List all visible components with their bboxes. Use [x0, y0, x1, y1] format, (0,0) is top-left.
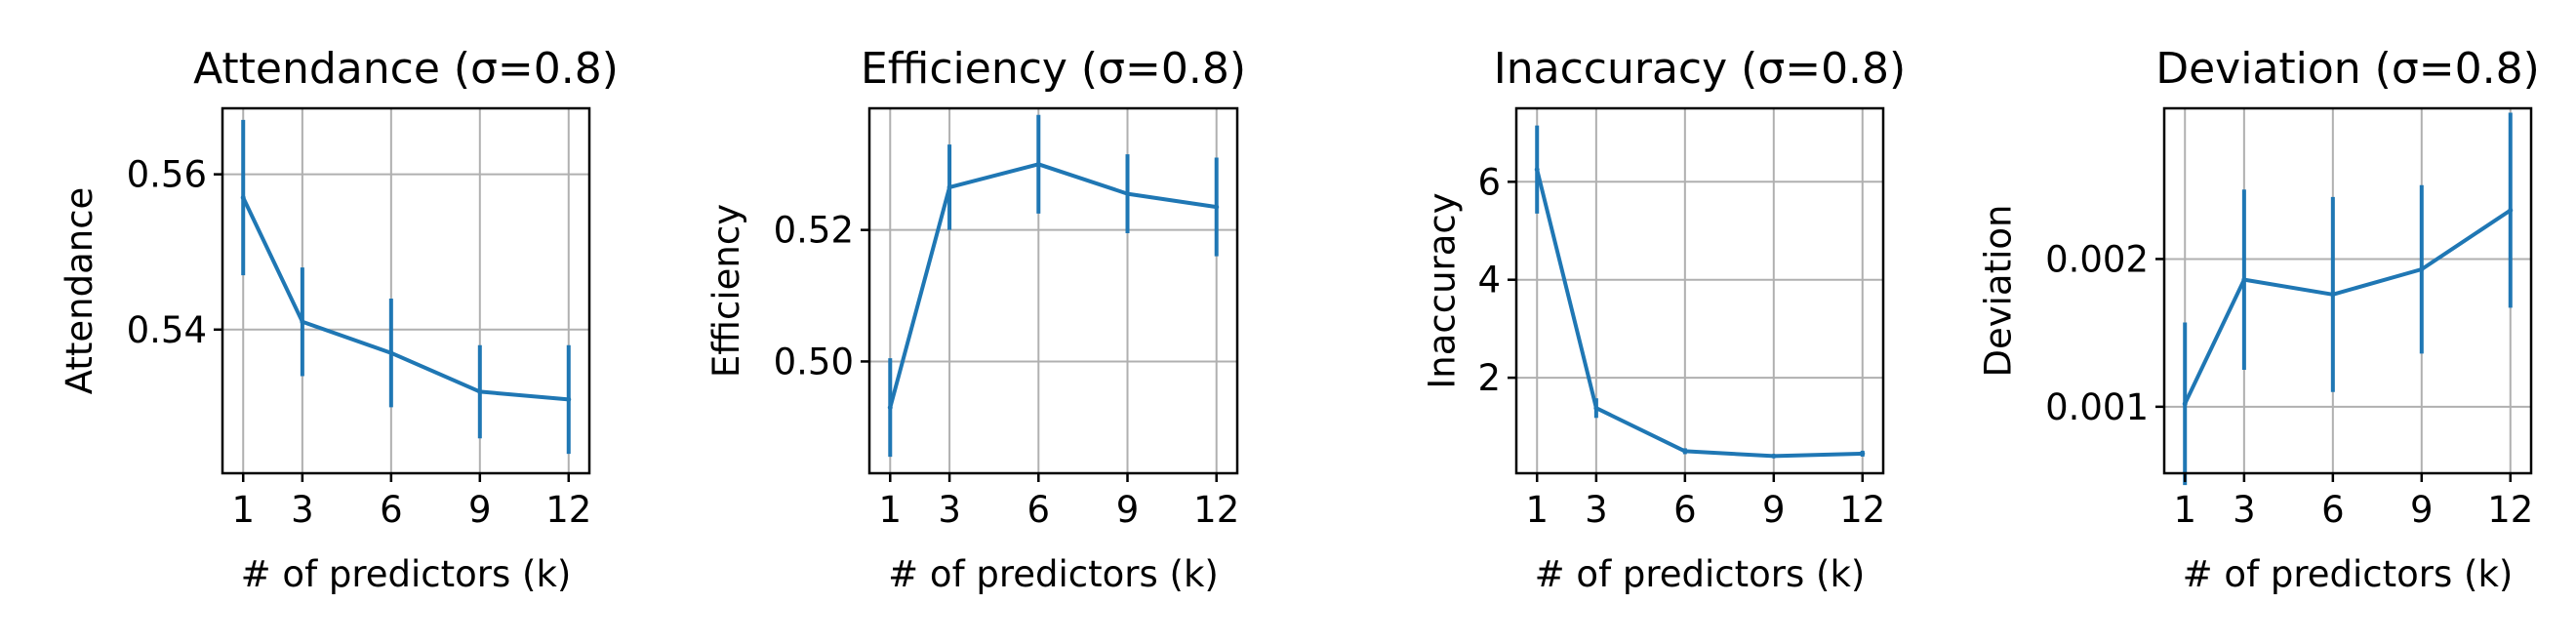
y-tick-label: 4 [1477, 260, 1501, 302]
x-tick-label: 6 [380, 489, 403, 531]
data-point [240, 195, 246, 201]
x-tick-label: 6 [2321, 489, 2345, 531]
y-tick-label: 0.54 [127, 309, 207, 351]
data-point [388, 350, 394, 356]
y-axis-label: Efficiency [705, 204, 747, 378]
series-line [1535, 169, 1863, 459]
y-tick-label: 0.52 [774, 210, 854, 252]
x-tick-label: 6 [1027, 489, 1051, 531]
x-tick-label: 3 [291, 489, 314, 531]
data-point [1534, 167, 1540, 173]
data-point [2241, 277, 2247, 283]
y-tick-label: 0.001 [2045, 386, 2149, 428]
y-tick-label: 2 [1477, 357, 1501, 399]
x-tick-label: 12 [1839, 489, 1885, 531]
data-point [1771, 453, 1777, 459]
y-tick-label: 6 [1477, 161, 1501, 203]
x-tick-label: 1 [2173, 489, 2196, 531]
data-point [566, 396, 572, 402]
axes-frame [867, 106, 1239, 475]
series-line [888, 162, 1217, 409]
x-tick-label: 9 [2410, 489, 2434, 531]
y-axis-label: Attendance [59, 187, 101, 395]
x-tick-label: 12 [1193, 489, 1239, 531]
chart-title: Deviation (σ=0.8) [2155, 44, 2540, 94]
chart-title: Attendance (σ=0.8) [193, 44, 619, 94]
axes-frame [221, 106, 591, 475]
x-tick-label: 9 [468, 489, 492, 531]
x-tick-label: 3 [1585, 489, 1608, 531]
x-axis-label: # of predictors (k) [1535, 553, 1866, 595]
data-point [2182, 401, 2188, 407]
y-tick-label: 0.50 [774, 341, 854, 382]
y-tick-label: 0.56 [127, 154, 207, 196]
chart-panel-1: 1 3 6 9 12 0.54 0.56 Attendance (σ=0.8) # of pre… [59, 44, 619, 595]
data-point [2419, 266, 2425, 272]
data-point [1035, 161, 1041, 167]
x-tick-label: 3 [2233, 489, 2256, 531]
data-point [1593, 405, 1599, 411]
x-tick-label: 1 [231, 489, 255, 531]
x-tick-label: 6 [1673, 489, 1697, 531]
data-point [1214, 204, 1220, 210]
x-tick-label: 9 [1762, 489, 1786, 531]
data-point [887, 405, 893, 411]
chart-title: Inaccuracy (σ=0.8) [1494, 44, 1906, 94]
data-point [2330, 292, 2336, 298]
data-point [1682, 448, 1688, 454]
x-tick-label: 9 [1116, 489, 1140, 531]
y-axis-label: Inaccuracy [1422, 192, 1464, 388]
x-tick-label: 12 [545, 489, 591, 531]
x-tick-label: 1 [1525, 489, 1549, 531]
axes-frame [2162, 106, 2533, 475]
data-point [2508, 207, 2514, 213]
data-point [1860, 451, 1866, 457]
data-point [477, 388, 483, 394]
x-axis-label: # of predictors (k) [2183, 553, 2514, 595]
x-tick-label: 1 [879, 489, 903, 531]
y-tick-label: 0.002 [2045, 238, 2149, 280]
x-axis-label: # of predictors (k) [241, 553, 572, 595]
data-point [946, 184, 952, 190]
series-line [2183, 208, 2512, 405]
x-tick-label: 3 [938, 489, 961, 531]
data-point [300, 319, 305, 325]
chart-title: Efficiency (σ=0.8) [861, 44, 1246, 94]
x-tick-label: 12 [2487, 489, 2533, 531]
chart-panel-3: 1 3 6 9 12 2 4 6 Inaccuracy (σ=0.8) # of predicto… [1422, 44, 1907, 595]
x-axis-label: # of predictors (k) [888, 553, 1219, 595]
chart-panel-2: 1 3 6 9 12 0.50 0.52 Efficiency (σ=0.8) # of pre… [705, 44, 1246, 595]
chart-panel-4: 1 3 6 9 12 0.001 0.002 Deviation (σ=0.8) # of pr… [1978, 44, 2540, 595]
y-axis-label: Deviation [1978, 205, 2020, 378]
series-line [241, 196, 569, 402]
data-point [1125, 191, 1131, 197]
axes-frame [1514, 106, 1885, 475]
